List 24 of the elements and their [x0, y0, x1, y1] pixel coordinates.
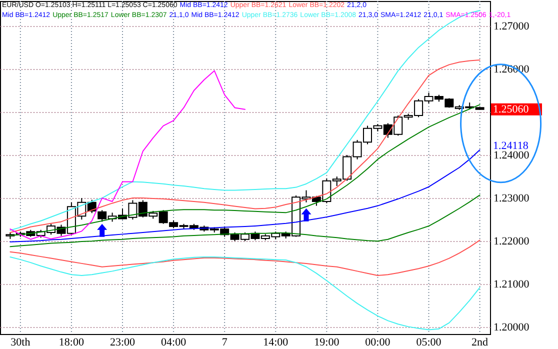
text: 1.24118 — [493, 140, 529, 152]
x-tick-label: 23:00 — [110, 336, 136, 348]
x-tick-label: 2nd — [472, 336, 489, 348]
x-tick-label: 00:00 — [365, 336, 391, 348]
x-tick-label: 18:00 — [58, 336, 84, 348]
text: 1.25060 — [493, 103, 530, 116]
y-tick-label: 1.23000 — [494, 192, 530, 205]
line-series — [10, 194, 480, 248]
x-tick-label: 05:00 — [416, 336, 442, 348]
y-tick-label: 1.21000 — [494, 278, 530, 291]
line-series — [10, 240, 480, 276]
x-tick-label: 14:00 — [263, 336, 289, 348]
y-tick-label: 1.22000 — [494, 236, 530, 248]
x-tick-label: 7 — [222, 336, 228, 348]
line-series — [10, 59, 480, 233]
x-tick-label: 30th — [10, 336, 31, 348]
x-tick-label: 19:00 — [314, 336, 340, 348]
line-series — [10, 70, 246, 240]
line-series — [10, 149, 480, 242]
line-series — [10, 256, 480, 330]
y-tick-label: 1.27000 — [494, 20, 530, 32]
x-tick-label: 04:00 — [161, 336, 187, 348]
y-tick-label: 1.24000 — [494, 150, 530, 162]
y-tick-label: 1.20000 — [494, 322, 530, 334]
